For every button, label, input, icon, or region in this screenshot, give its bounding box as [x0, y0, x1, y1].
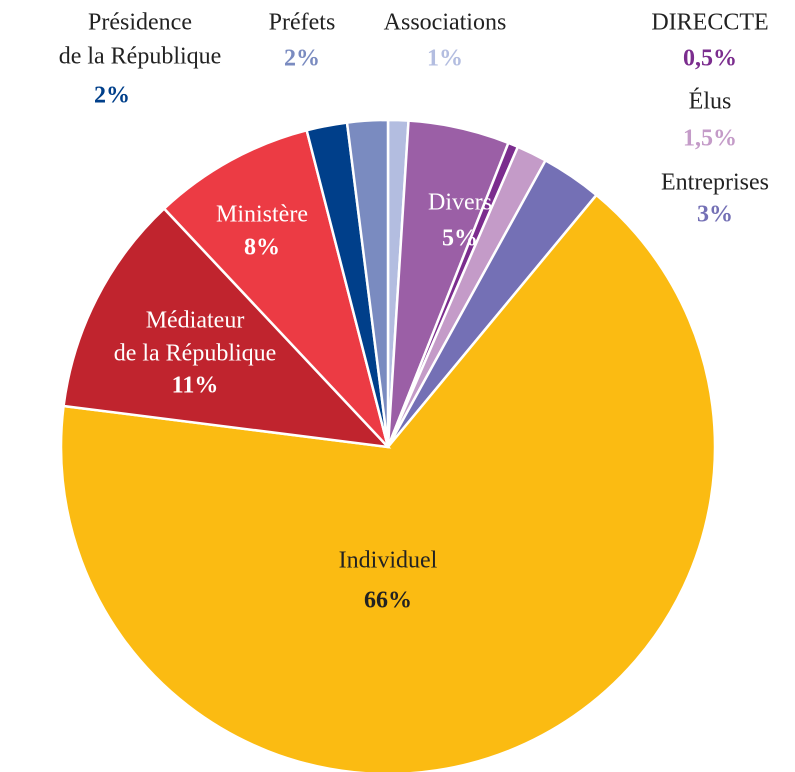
- slice-value-label: 1,5%: [683, 126, 737, 152]
- slice-value-label: 66%: [364, 588, 412, 614]
- slice-value-label: 11%: [172, 373, 219, 399]
- slice-label: de la République: [114, 341, 277, 367]
- slice-value-label: 0,5%: [683, 46, 737, 72]
- slice-label: Entreprises: [661, 170, 769, 196]
- pie-slice: [62, 206, 392, 449]
- slice-label: Associations: [384, 10, 507, 36]
- slice-label: de la République: [59, 44, 222, 70]
- slice-label: Individuel: [339, 548, 438, 574]
- slice-value-label: 1%: [427, 46, 463, 72]
- slice-label: Préfets: [269, 10, 336, 36]
- slice-value-label: 2%: [94, 83, 130, 109]
- slice-value-label: 2%: [284, 46, 320, 72]
- slice-value-label: 5%: [442, 226, 478, 252]
- slice-value-label: 8%: [244, 235, 280, 261]
- slice-label: Élus: [689, 89, 732, 115]
- slice-label: Présidence: [88, 10, 192, 36]
- pie-slice: [59, 193, 717, 772]
- pie-slice: [162, 128, 390, 448]
- slice-label: Médiateur: [146, 308, 245, 334]
- slice-value-label: 3%: [697, 202, 733, 228]
- slice-label: Ministère: [216, 202, 308, 228]
- pie-slice: [345, 118, 390, 448]
- slice-label: Divers: [428, 190, 492, 216]
- slice-label: DIRECCTE: [651, 10, 768, 36]
